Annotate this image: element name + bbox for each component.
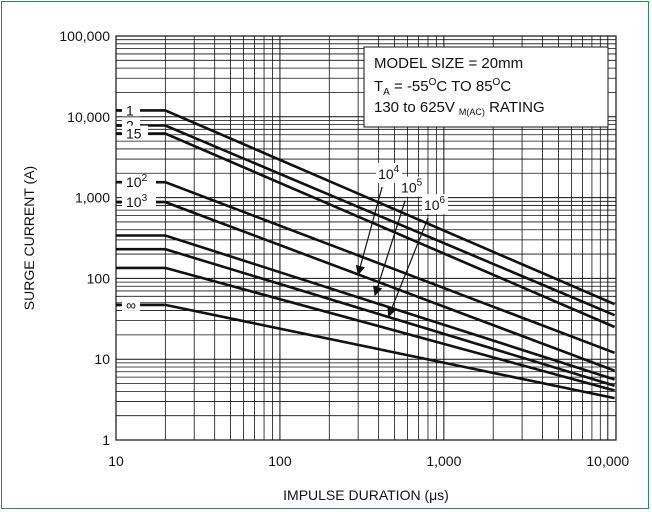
axes: 1 10 100 1,000 10,000 100,000 10 100 1,000 10,000…: [21, 28, 629, 503]
y-tick-label: 10,000: [67, 109, 110, 125]
pointer-label: 104: [378, 164, 400, 182]
pointer-label: 105: [401, 178, 423, 196]
curve-label: 2: [126, 118, 134, 134]
pointer-arrow: [387, 217, 429, 318]
pointer-arrow: [373, 200, 406, 297]
x-tick-label: 10: [108, 453, 124, 469]
x-tick-label: 1,000: [426, 453, 461, 469]
y-tick-label: 100: [87, 270, 111, 286]
curve-label-bg: [122, 102, 140, 117]
y-axis-title: SURGE CURRENT (A): [21, 166, 37, 310]
y-tick-label: 100,000: [59, 28, 110, 44]
annotation-box: MODEL SIZE = 20mm TA = -55OC TO 85OC 130…: [363, 46, 609, 128]
pointer-label-bg: [376, 162, 403, 183]
annotation-line-3: 130 to 625V M(AC) RATING: [374, 99, 545, 117]
x-axis-title: IMPULSE DURATION (μs): [283, 487, 449, 503]
curve-label: 102: [126, 173, 148, 190]
pointer-label-bg: [421, 194, 448, 215]
annotation-line-1: MODEL SIZE = 20mm: [374, 55, 523, 72]
pointer-arrow: [355, 186, 383, 276]
series-line: [116, 303, 615, 400]
curve-label-bg: [122, 174, 156, 189]
series-line: [116, 266, 615, 392]
pointer-label-bg: [399, 176, 426, 197]
curve-label-bg: [122, 194, 156, 209]
curve-label-bg: [122, 296, 140, 311]
curve-label: ∞: [126, 297, 136, 313]
pointer-label: 106: [424, 195, 446, 213]
series-line: [116, 132, 616, 329]
curve-label-bg: [122, 125, 148, 140]
curve-label: 15: [126, 126, 142, 142]
annotation-line-2: TA = -55OC TO 85OC: [374, 77, 511, 98]
series-line: [116, 234, 615, 381]
y-tick-label: 1,000: [75, 190, 110, 206]
plot-border: [115, 35, 617, 441]
x-tick-label: 10,000: [586, 453, 629, 469]
series-lines: [116, 109, 616, 400]
y-tick-label: 10: [94, 351, 110, 367]
series-line: [116, 247, 615, 387]
curve-label: 103: [126, 193, 148, 210]
x-tick-label: 100: [268, 453, 292, 469]
curve-label: 1: [126, 102, 134, 118]
y-tick-label: 1: [102, 432, 110, 448]
series-line: [116, 180, 616, 355]
